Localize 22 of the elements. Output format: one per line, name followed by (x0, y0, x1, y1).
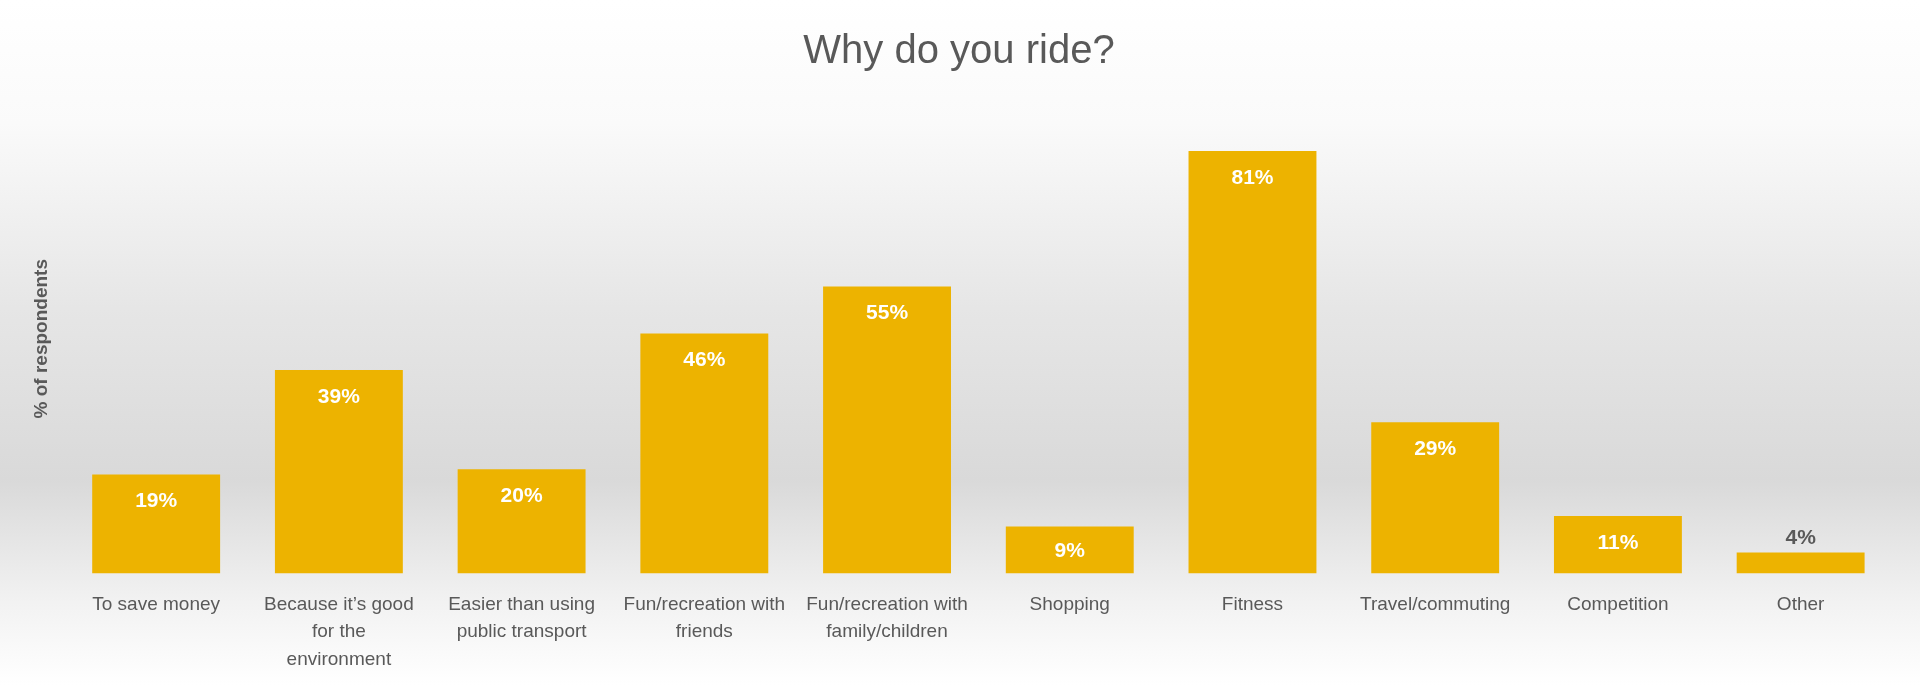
x-tick-label: Because it’s good for the environment (264, 593, 414, 669)
data-label: 55% (866, 300, 909, 324)
data-label: 46% (683, 347, 726, 371)
data-label: 81% (1231, 164, 1274, 188)
data-label: 4% (1785, 524, 1817, 548)
x-tick-label: Other (1776, 593, 1826, 615)
data-label: 9% (1054, 538, 1086, 562)
data-label: 29% (1414, 436, 1457, 460)
chart-title: Why do you ride? (803, 27, 1115, 72)
x-tick-label: Travel/commuting (1360, 593, 1511, 615)
x-tick-label: To save money (92, 593, 221, 615)
y-axis-title: % of respondents (29, 259, 51, 419)
x-tick-label: Fun/recreation with family/children (806, 593, 968, 642)
data-label: 11% (1597, 529, 1639, 553)
x-tick-label: Competition (1567, 593, 1669, 615)
x-tick-label: Fitness (1221, 593, 1284, 615)
data-label: 39% (317, 383, 361, 407)
data-label: 20% (500, 482, 543, 506)
x-tick-label: Fun/recreation with friends (623, 593, 786, 642)
x-tick-label: Easier than using public transport (448, 593, 596, 642)
data-label: 19% (135, 488, 178, 512)
x-tick-label: Shopping (1029, 593, 1110, 615)
